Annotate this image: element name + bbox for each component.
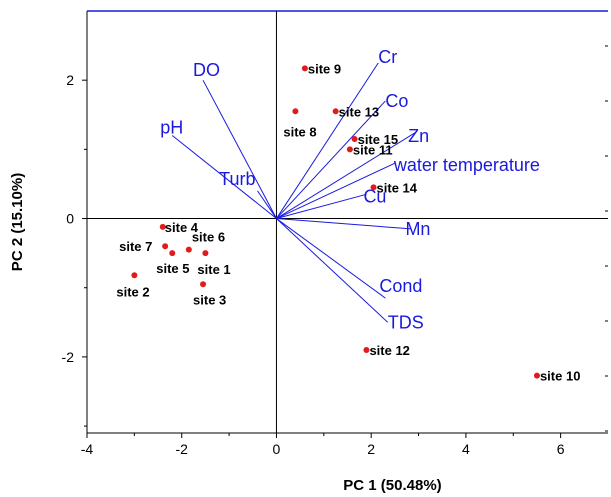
loading-label-tds: TDS (388, 312, 424, 332)
plot-frame (86, 10, 608, 434)
loading-label-cr: Cr (378, 47, 397, 67)
score-point-site-14 (370, 184, 377, 191)
score-label-site-8: site 8 (283, 124, 316, 139)
score-point-site-3 (200, 281, 207, 288)
score-label-site-14: site 14 (377, 180, 418, 195)
score-label-site-6: site 6 (192, 230, 225, 245)
loading-label-cu: Cu (363, 186, 386, 206)
score-points: site 1 site 2 site 3 site 4 site 5 site 6 site… (116, 61, 580, 383)
score-point-site-9 (301, 65, 308, 72)
x-tick-label-6: 6 (557, 441, 565, 457)
loading-label-do: DO (193, 60, 220, 80)
loading-vector-cr (276, 62, 379, 219)
score-point-site-10 (533, 372, 540, 379)
x-axis-title: PC 1 (50.48%) (343, 477, 441, 494)
score-label-site-13: site 13 (339, 104, 379, 119)
loading-vector-cu (276, 193, 367, 220)
x-tick-label-2: 2 (367, 441, 375, 457)
loading-vector-water-temperature (276, 162, 396, 219)
score-point-site-5 (169, 250, 176, 257)
score-label-site-10: site 10 (540, 369, 580, 384)
score-point-site-15 (351, 135, 358, 142)
loading-vector-do (202, 79, 277, 219)
loading-vector-tds (276, 218, 389, 323)
score-label-site-7: site 7 (119, 239, 152, 254)
loading-label-mn: Mn (405, 219, 430, 239)
score-point-site-2 (131, 272, 138, 279)
x-tick-label-4: 4 (462, 441, 470, 457)
score-label-site-12: site 12 (369, 343, 409, 358)
score-point-site-7 (162, 243, 169, 250)
score-label-site-2: site 2 (116, 284, 149, 299)
score-label-site-11: site 11 (353, 142, 393, 157)
loading-label-ph: pH (160, 118, 183, 138)
loading-vector-cond (276, 218, 386, 299)
y-tick-label-2: 2 (66, 72, 74, 88)
score-point-site-13 (332, 108, 339, 115)
score-label-site-5: site 5 (156, 261, 189, 276)
score-point-site-4 (159, 223, 166, 230)
loading-label-water-temperature: water temperature (393, 155, 540, 175)
x-tick-label--4: -4 (81, 441, 94, 457)
loading-vector-mn (276, 218, 412, 230)
score-point-site-1 (202, 250, 209, 257)
score-label-site-3: site 3 (193, 292, 226, 307)
loading-label-co: Co (385, 91, 408, 111)
score-label-site-15: site 15 (358, 132, 398, 147)
loading-vector-ph (171, 135, 277, 219)
y-tick-label--2: -2 (62, 349, 75, 365)
axis-ticks: -4 -2 0 2 4 6 -2 0 2 (62, 72, 565, 457)
loading-vector-zn (276, 131, 417, 219)
y-tick-label-0: 0 (66, 211, 74, 227)
score-point-site-6 (185, 246, 192, 253)
zero-lines (87, 11, 608, 433)
x-tick-label--2: -2 (176, 441, 189, 457)
score-point-site-12 (363, 346, 370, 353)
loading-label-turb: Turb (219, 169, 255, 189)
x-tick-label-0: 0 (273, 441, 281, 457)
score-point-site-11 (346, 146, 353, 153)
score-point-site-8 (292, 108, 299, 115)
score-label-site-4: site 4 (165, 220, 199, 235)
loading-label-cond: Cond (379, 276, 422, 296)
score-label-site-9: site 9 (308, 61, 341, 76)
score-label-site-1: site 1 (197, 262, 230, 277)
loading-vector-turb (257, 190, 277, 219)
loading-vector-co (276, 100, 386, 219)
loading-label-zn: Zn (408, 126, 429, 146)
y-axis-title: PC 2 (15.10%) (9, 173, 26, 271)
